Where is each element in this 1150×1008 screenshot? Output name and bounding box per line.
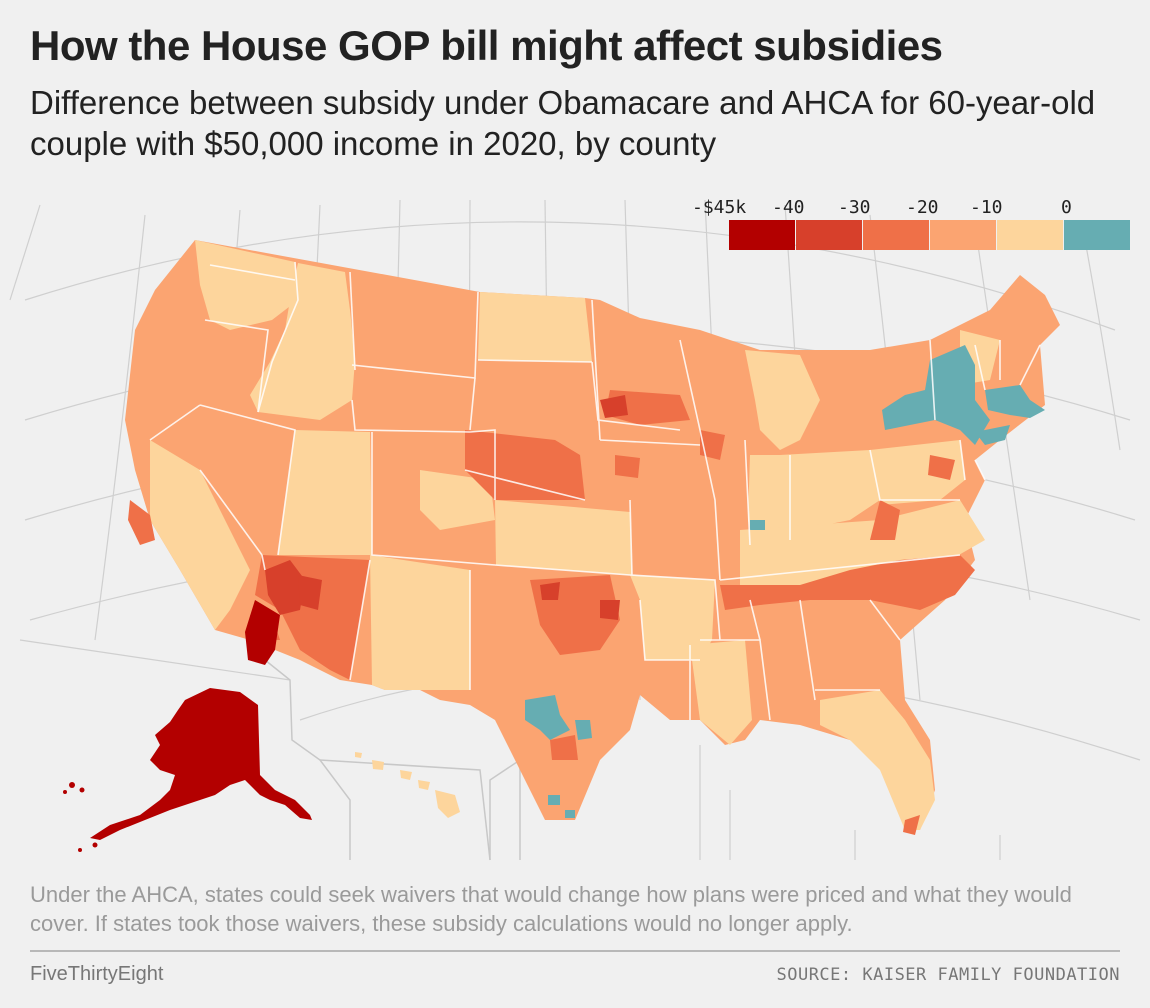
legend-label: -20 [906, 197, 939, 218]
legend-labels: -$45k -40 -30 -20 -10 0 [692, 197, 1072, 218]
legend-swatch-minus30-to-minus20 [863, 220, 929, 250]
brand-logo-text: FiveThirtyEight [30, 963, 164, 985]
source-credit: SOURCE: KAISER FAMILY FOUNDATION [776, 965, 1120, 985]
legend-swatch-minus10-to-0 [997, 220, 1063, 250]
legend-swatch-minus40-to-minus30 [796, 220, 862, 250]
legend-label: -40 [772, 197, 805, 218]
legend-label: -10 [970, 197, 1003, 218]
bin-minus10-to-0-regions [150, 240, 1000, 830]
bin-minus40-to-minus30-regions [265, 395, 628, 620]
legend-label: -$45k [692, 197, 746, 218]
state-boundaries [149, 261, 1041, 721]
legend-swatch-minus45-to-minus40 [729, 220, 795, 250]
footer-divider [30, 950, 1120, 952]
chart-title: How the House GOP bill might affect subs… [30, 22, 943, 69]
footnote: Under the AHCA, states could seek waiver… [30, 882, 1072, 936]
bin-gain-regions [525, 345, 1045, 818]
legend-label: 0 [1061, 197, 1072, 218]
bin-minus45-to-minus40-regions [245, 600, 280, 665]
legend-label: -30 [838, 197, 871, 218]
hawaii [355, 752, 460, 818]
legend-swatch-minus20-to-minus10 [930, 220, 996, 250]
legend-swatch-gain [1064, 220, 1130, 250]
alaska [90, 688, 312, 840]
chart-subtitle: Difference between subsidy under Obamaca… [30, 84, 1096, 162]
legend-swatches [729, 220, 1130, 250]
alaska-islands [63, 782, 98, 852]
color-legend: -$45k -40 -30 -20 -10 0 [692, 197, 1130, 250]
